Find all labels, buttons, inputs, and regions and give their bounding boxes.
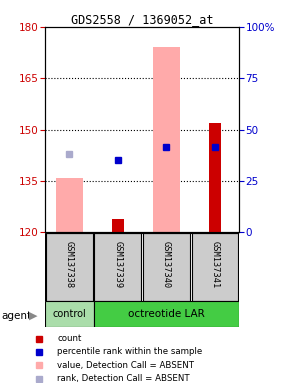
Text: agent: agent — [1, 311, 32, 321]
Text: GSM137340: GSM137340 — [162, 241, 171, 288]
Title: GDS2558 / 1369052_at: GDS2558 / 1369052_at — [71, 13, 213, 26]
Text: value, Detection Call = ABSENT: value, Detection Call = ABSENT — [57, 361, 194, 370]
Text: percentile rank within the sample: percentile rank within the sample — [57, 348, 202, 356]
Bar — [192, 233, 238, 301]
Text: count: count — [57, 334, 81, 343]
Text: octreotide LAR: octreotide LAR — [128, 309, 205, 319]
Text: GSM137338: GSM137338 — [65, 241, 74, 288]
Bar — [56, 177, 83, 232]
Bar — [93, 301, 239, 327]
Bar — [209, 123, 221, 232]
Bar — [153, 47, 180, 232]
Text: GSM137341: GSM137341 — [211, 241, 220, 288]
Bar — [95, 233, 141, 301]
Text: ▶: ▶ — [29, 311, 38, 321]
Bar — [46, 233, 93, 301]
Text: rank, Detection Call = ABSENT: rank, Detection Call = ABSENT — [57, 374, 190, 383]
Bar — [45, 301, 93, 327]
Bar — [143, 233, 190, 301]
Bar — [112, 218, 124, 232]
Text: control: control — [52, 309, 86, 319]
Text: GSM137339: GSM137339 — [113, 241, 122, 288]
